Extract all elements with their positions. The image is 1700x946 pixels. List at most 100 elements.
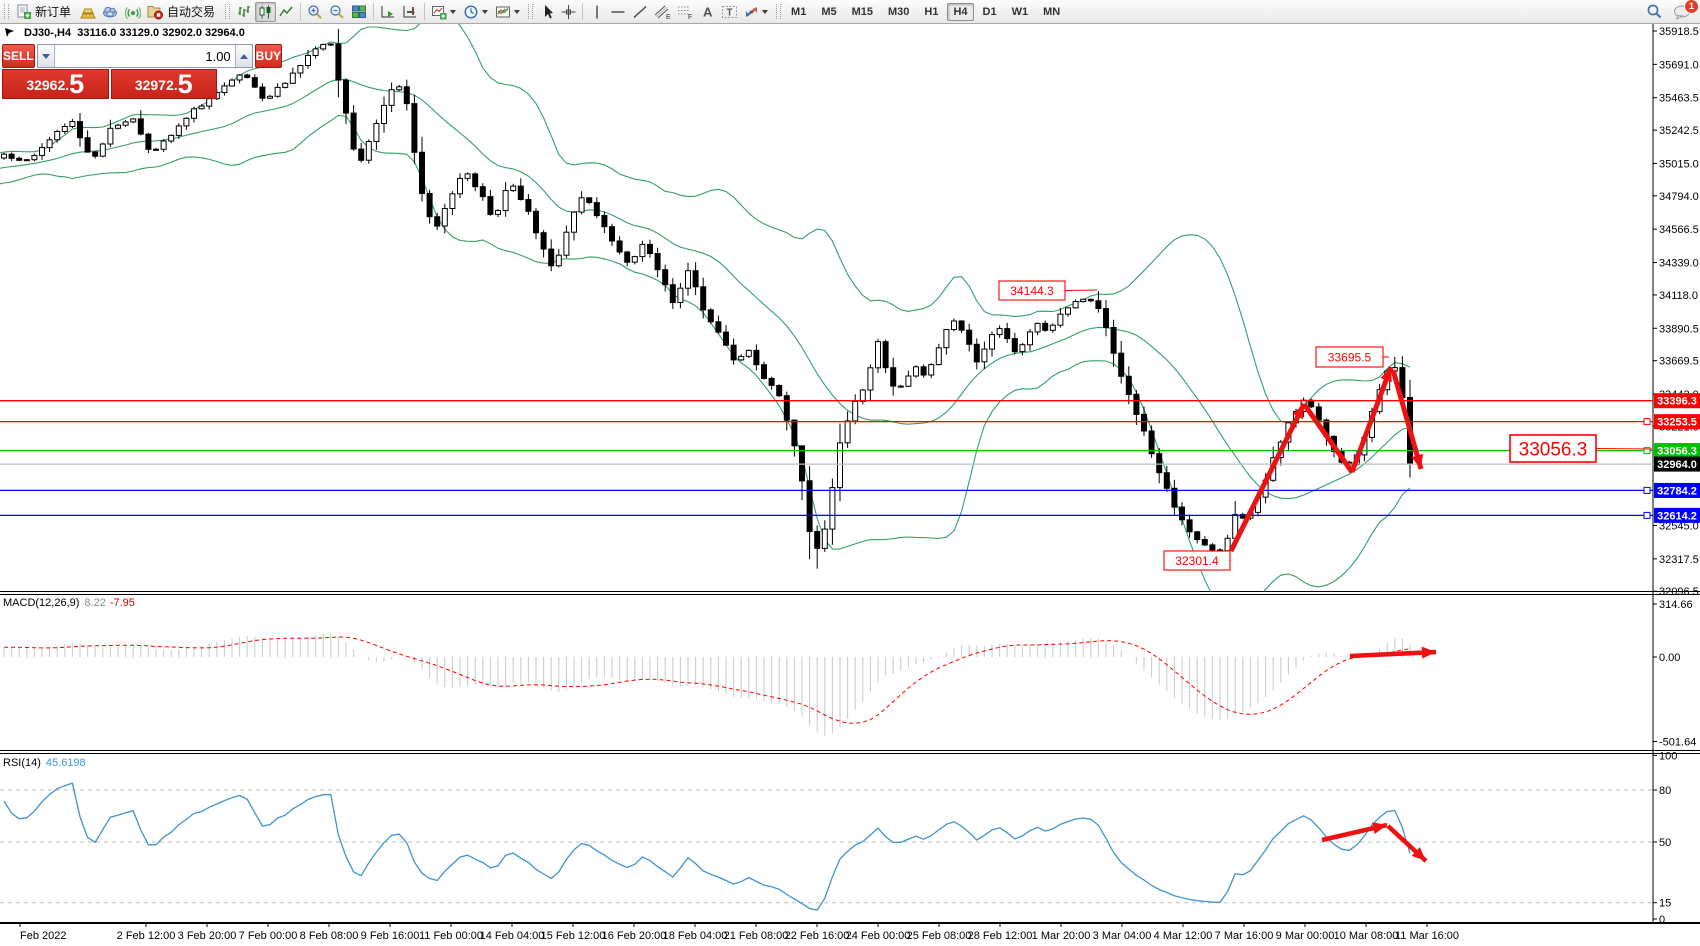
- chat-button[interactable]: 1: [1670, 0, 1699, 22]
- timeframe-M30[interactable]: M30: [888, 5, 910, 18]
- sell-button[interactable]: SELL: [2, 44, 35, 68]
- periods-dropdown[interactable]: [460, 2, 492, 22]
- ask-price[interactable]: 32972. 5: [110, 69, 217, 99]
- symbol-values: 33116.0 33129.0 32902.0 32964.0: [77, 27, 245, 39]
- search-button[interactable]: [1643, 2, 1666, 22]
- price-tick-label: 32096.5: [1659, 586, 1699, 598]
- signal-icon: [125, 6, 142, 19]
- timeframe-M1[interactable]: M1: [791, 5, 807, 18]
- timeframe-W1[interactable]: W1: [1011, 5, 1029, 18]
- vertical-line-button[interactable]: [586, 2, 607, 22]
- callout-box-33695.5[interactable]: [1315, 346, 1384, 368]
- price-tick-label: 34118.0: [1659, 290, 1698, 302]
- svg-text:F: F: [688, 14, 692, 20]
- crosshair-button[interactable]: [558, 2, 579, 22]
- trend-arrow[interactable]: [1349, 366, 1394, 473]
- auto-trading-button[interactable]: 自动交易: [144, 2, 221, 22]
- level-handle-32614.2[interactable]: [1643, 511, 1651, 519]
- rsi-axis[interactable]: 100 80 50 15 0: [1653, 750, 1677, 926]
- text-icon: A: [703, 4, 713, 19]
- time-tick-label: 3 Feb 20:00: [178, 930, 237, 942]
- strategy-tester-button[interactable]: [122, 2, 144, 22]
- time-tick-label: 4 Mar 12:00: [1154, 930, 1213, 942]
- timeframe-M5[interactable]: M5: [821, 5, 837, 18]
- callout-box-32301.4[interactable]: [1163, 550, 1231, 571]
- dropdown-caret: [514, 9, 521, 14]
- callout-box-33056.3[interactable]: [1509, 434, 1597, 463]
- templates-dropdown[interactable]: [492, 2, 524, 22]
- cursor-icon: [544, 4, 553, 18]
- bar-chart-button[interactable]: [234, 2, 255, 22]
- time-tick-label: 22 Feb 16:00: [785, 930, 850, 942]
- cursor-button[interactable]: [537, 2, 558, 22]
- trend-arrow[interactable]: [1228, 402, 1307, 553]
- level-lines[interactable]: [0, 400, 1653, 519]
- time-axis[interactable]: Feb 2022 2 Feb 12:00 3 Feb 20:00 7 Feb 00:0…: [19, 923, 1459, 942]
- templates-icon: [496, 6, 511, 17]
- trendline-button[interactable]: [629, 2, 651, 22]
- bid-price[interactable]: 32962. 5: [2, 69, 109, 99]
- price-tags: 33396.3 33253.5 33056.3 32784.2 32614.2 32964…: [1654, 393, 1700, 523]
- auto-scroll-button[interactable]: [377, 2, 399, 22]
- price-tick-label: 34566.5: [1659, 224, 1699, 236]
- macd-signal-value: -7.95: [109, 597, 135, 609]
- level-handle-32784.2[interactable]: [1643, 486, 1651, 494]
- timeframe-M15[interactable]: M15: [851, 5, 873, 18]
- volume-input[interactable]: [54, 45, 235, 67]
- symbol-arrow-icon: [5, 28, 14, 37]
- market-watch-button[interactable]: [77, 2, 99, 22]
- zoom-in-button[interactable]: [304, 2, 326, 22]
- chart-symbol-line: DJ30-,H4 33116.0 33129.0 32902.0 32964.0: [5, 27, 245, 39]
- rsi-tick-label: 50: [1659, 837, 1671, 849]
- gold-bar-icon: [80, 8, 96, 18]
- new-chart-dropdown[interactable]: [428, 2, 460, 22]
- trend-arrow[interactable]: [1301, 402, 1355, 474]
- annotations[interactable]: 34144.3 33695.5 32301.4 33056.3: [998, 280, 1653, 863]
- tile-windows-button[interactable]: [348, 2, 370, 22]
- timeframe-MN[interactable]: MN: [1043, 5, 1061, 18]
- buy-button[interactable]: BUY: [254, 44, 283, 68]
- time-tick-label: 25 Feb 08:00: [907, 930, 972, 942]
- arrows-dropdown[interactable]: [741, 2, 772, 22]
- rsi-tick-label: 100: [1659, 750, 1677, 762]
- svg-text:32964.0: 32964.0: [1657, 459, 1697, 471]
- toolbar-separator: [373, 3, 375, 20]
- volume-increase-button[interactable]: [234, 45, 252, 67]
- candlestick-chart-button[interactable]: [255, 1, 277, 22]
- svg-text:32784.2: 32784.2: [1657, 485, 1697, 497]
- volume-decrease-button[interactable]: [37, 45, 55, 67]
- callout-connector: [1595, 448, 1653, 450]
- callout-box-34144.3[interactable]: [998, 280, 1066, 301]
- line-chart-button[interactable]: [276, 2, 297, 22]
- level-handle-33056.3[interactable]: [1643, 447, 1651, 455]
- rsi-tick-label: 0: [1659, 914, 1665, 926]
- macd-tick-label: -501.64: [1659, 737, 1696, 749]
- svg-text:E: E: [666, 14, 671, 20]
- rsi-value: 45.6198: [45, 757, 86, 769]
- timeframe-D1[interactable]: D1: [982, 5, 997, 18]
- new-order-button[interactable]: 新订单: [13, 2, 77, 22]
- zoom-out-button[interactable]: [326, 2, 348, 22]
- macd-axis[interactable]: 314.66 0.00 -501.64: [1653, 599, 1696, 749]
- trend-arrow[interactable]: [1349, 649, 1437, 659]
- new-order-icon: [17, 4, 31, 19]
- horizontal-line-button[interactable]: [607, 2, 629, 22]
- bollinger-lower: [0, 114, 1411, 592]
- timeframe-H4[interactable]: H4: [947, 2, 974, 21]
- arrow-head: [1421, 646, 1436, 659]
- chart-panels: [0, 24, 1700, 924]
- zoom-in-icon: [308, 4, 322, 19]
- text-button[interactable]: A: [697, 2, 718, 22]
- trend-arrow[interactable]: [1390, 369, 1424, 470]
- new-order-label: 新订单: [35, 5, 72, 19]
- level-handle-33253.5[interactable]: [1643, 418, 1651, 426]
- chart-shift-button[interactable]: [399, 2, 421, 22]
- timeframe-H1[interactable]: H1: [924, 5, 939, 18]
- fibonacci-button[interactable]: F: [674, 2, 697, 22]
- equidistant-channel-button[interactable]: E: [651, 2, 674, 22]
- text-label-button[interactable]: T: [718, 2, 741, 22]
- fibonacci-icon: F: [678, 6, 692, 20]
- data-window-button[interactable]: [99, 2, 122, 22]
- text-label-icon: T: [722, 5, 738, 18]
